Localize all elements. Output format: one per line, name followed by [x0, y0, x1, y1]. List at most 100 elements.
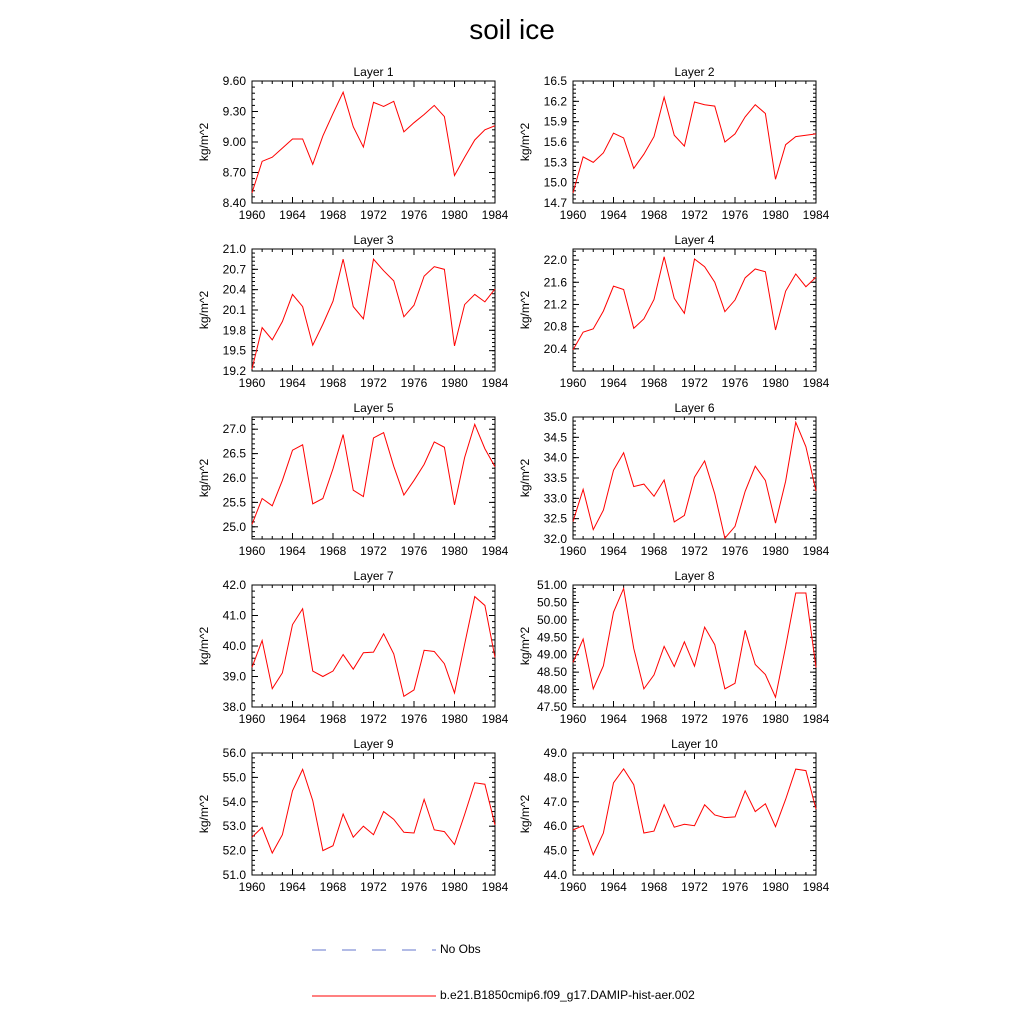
y-tick-label: 16.5: [544, 74, 568, 88]
x-tick-label: 1968: [641, 376, 668, 390]
series-line: [251, 595, 496, 698]
panel-title: Layer 1: [353, 65, 393, 79]
x-tick-label: 1972: [360, 208, 387, 222]
y-tick-label: 26.5: [223, 447, 247, 461]
y-tick-label: 8.40: [223, 196, 247, 210]
y-tick-label: 56.0: [223, 746, 247, 760]
panel-title: Layer 6: [674, 401, 714, 415]
y-tick-label: 9.60: [223, 74, 247, 88]
y-tick-label: 16.2: [544, 94, 568, 108]
x-tick-label: 1964: [600, 880, 627, 894]
x-tick-label: 1984: [803, 208, 830, 222]
panel-title: Layer 8: [674, 569, 714, 583]
series-line: [572, 586, 817, 699]
y-axis-label: kg/m^2: [518, 123, 532, 162]
x-tick-label: 1964: [279, 376, 306, 390]
y-tick-label: 32.5: [544, 512, 568, 526]
x-tick-label: 1968: [320, 376, 347, 390]
y-tick-label: 49.50: [537, 630, 567, 644]
y-tick-label: 48.50: [537, 665, 567, 679]
series-line: [572, 95, 817, 193]
x-tick-label: 1984: [803, 880, 830, 894]
x-tick-label: 1960: [239, 376, 266, 390]
y-axis-label: kg/m^2: [197, 627, 211, 666]
y-axis-label: kg/m^2: [197, 291, 211, 330]
y-tick-label: 33.5: [544, 471, 568, 485]
x-tick-label: 1964: [600, 208, 627, 222]
x-tick-label: 1960: [239, 712, 266, 726]
y-axis-label: kg/m^2: [518, 291, 532, 330]
x-tick-label: 1984: [482, 376, 509, 390]
y-tick-label: 25.0: [223, 520, 247, 534]
y-tick-label: 14.7: [544, 196, 568, 210]
y-tick-label: 38.0: [223, 700, 247, 714]
y-tick-label: 15.6: [544, 135, 568, 149]
y-tick-label: 32.0: [544, 532, 568, 546]
plot-frame: [251, 752, 496, 876]
y-tick-label: 15.0: [544, 176, 568, 190]
x-tick-label: 1964: [600, 712, 627, 726]
y-axis-label: kg/m^2: [518, 795, 532, 834]
x-tick-label: 1984: [482, 208, 509, 222]
y-tick-label: 15.9: [544, 115, 568, 129]
x-tick-label: 1976: [401, 208, 428, 222]
x-tick-label: 1972: [360, 544, 387, 558]
chart-panel-3: Layer 3 kg/m^2 1960 1964 1968 1972 1976 1980 198…: [197, 233, 509, 390]
y-tick-label: 54.0: [223, 795, 247, 809]
x-tick-label: 1976: [722, 208, 749, 222]
y-tick-label: 15.3: [544, 155, 568, 169]
panel-title: Layer 5: [353, 401, 393, 415]
legend-label-no-obs: No Obs: [440, 942, 481, 956]
y-tick-label: 9.00: [223, 135, 247, 149]
y-tick-label: 20.4: [544, 342, 568, 356]
y-axis-label: kg/m^2: [197, 459, 211, 498]
x-tick-label: 1964: [600, 376, 627, 390]
chart-panel-4: Layer 4 kg/m^2 1960 1964 1968 1972 1976 1980 198…: [518, 233, 830, 390]
x-tick-label: 1980: [441, 376, 468, 390]
series-line: [251, 90, 496, 193]
y-axis-label: kg/m^2: [197, 123, 211, 162]
x-tick-label: 1980: [762, 712, 789, 726]
chart-panel-7: Layer 7 kg/m^2 1960 1964 1968 1972 1976 1980 198…: [197, 569, 509, 726]
y-tick-label: 19.2: [223, 364, 247, 378]
series-line: [251, 258, 496, 370]
series-line: [572, 256, 817, 351]
y-tick-label: 46.0: [544, 819, 568, 833]
x-tick-label: 1972: [360, 712, 387, 726]
y-tick-label: 26.0: [223, 471, 247, 485]
y-tick-label: 20.7: [223, 262, 247, 276]
x-tick-label: 1980: [762, 880, 789, 894]
x-tick-label: 1976: [401, 376, 428, 390]
x-tick-label: 1976: [401, 544, 428, 558]
panel-title: Layer 4: [674, 233, 714, 247]
y-tick-label: 49.00: [537, 648, 567, 662]
x-tick-label: 1984: [803, 376, 830, 390]
y-tick-label: 21.0: [223, 242, 247, 256]
y-tick-label: 52.0: [223, 844, 247, 858]
chart-panel-9: Layer 9 kg/m^2 1960 1964 1968 1972 1976 1980 198…: [197, 737, 509, 894]
panel-title: Layer 10: [671, 737, 718, 751]
x-tick-label: 1976: [722, 544, 749, 558]
x-tick-label: 1980: [441, 880, 468, 894]
y-tick-label: 8.70: [223, 166, 247, 180]
x-tick-label: 1960: [560, 208, 587, 222]
y-tick-label: 20.4: [223, 283, 247, 297]
series-line: [572, 420, 817, 540]
y-tick-label: 19.5: [223, 344, 247, 358]
y-tick-label: 20.8: [544, 320, 568, 334]
x-tick-label: 1980: [762, 544, 789, 558]
x-tick-label: 1968: [641, 208, 668, 222]
y-tick-label: 22.0: [544, 253, 568, 267]
y-tick-label: 41.0: [223, 609, 247, 623]
chart-panel-5: Layer 5 kg/m^2 1960 1964 1968 1972 1976 1980 198…: [197, 401, 509, 558]
x-tick-label: 1964: [600, 544, 627, 558]
x-tick-label: 1984: [482, 880, 509, 894]
y-tick-label: 45.0: [544, 844, 568, 858]
y-tick-label: 50.50: [537, 595, 567, 609]
x-tick-label: 1960: [239, 880, 266, 894]
y-tick-label: 48.00: [537, 683, 567, 697]
x-tick-label: 1972: [681, 544, 708, 558]
y-axis-label: kg/m^2: [518, 459, 532, 498]
y-tick-label: 53.0: [223, 819, 247, 833]
